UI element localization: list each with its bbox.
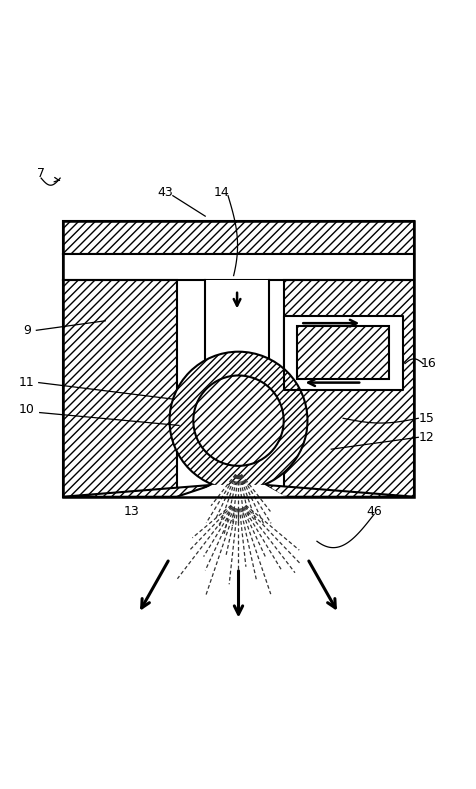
Text: 43: 43: [157, 186, 172, 199]
Circle shape: [193, 376, 283, 466]
Polygon shape: [62, 485, 212, 497]
Bar: [283, 316, 402, 390]
Bar: [62, 221, 414, 497]
Text: 46: 46: [366, 504, 381, 518]
Bar: [297, 327, 388, 380]
Circle shape: [169, 352, 307, 490]
Text: 12: 12: [417, 431, 433, 443]
Bar: [62, 280, 176, 497]
Bar: [62, 221, 414, 497]
Circle shape: [169, 352, 307, 490]
Polygon shape: [264, 485, 414, 497]
Bar: [205, 280, 269, 383]
Text: 11: 11: [19, 376, 35, 389]
Text: 15: 15: [417, 412, 433, 424]
Text: 10: 10: [19, 403, 35, 417]
Bar: [283, 316, 402, 390]
Text: 16: 16: [420, 357, 436, 370]
Text: 9: 9: [23, 323, 31, 337]
Text: 13: 13: [123, 504, 139, 518]
Polygon shape: [190, 485, 286, 497]
Bar: [283, 280, 414, 497]
Bar: [62, 221, 414, 254]
Bar: [62, 254, 414, 280]
Text: 14: 14: [214, 186, 229, 199]
Text: 7: 7: [37, 166, 45, 180]
